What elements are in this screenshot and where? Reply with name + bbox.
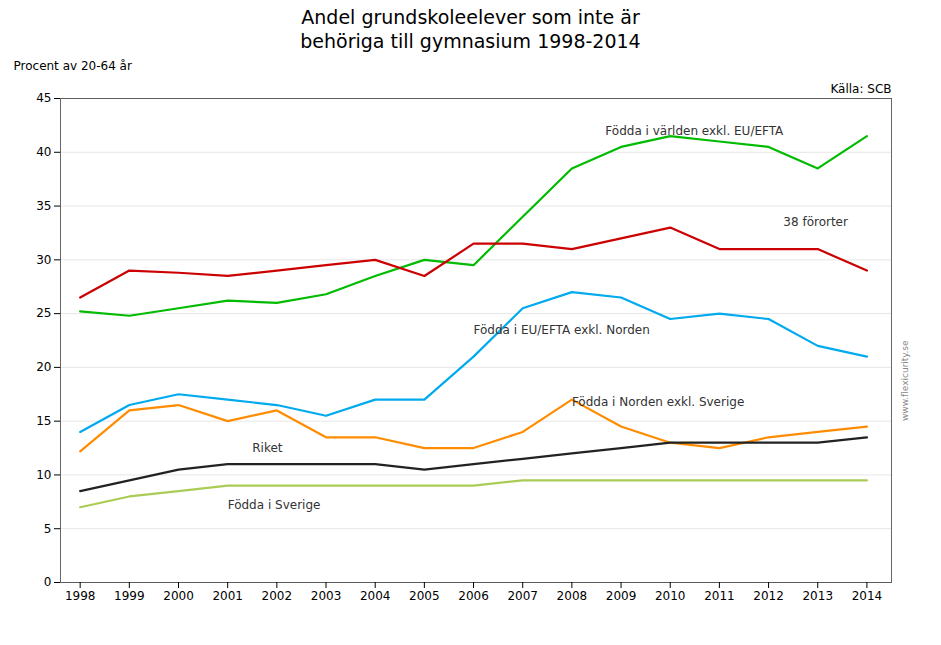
svg-text:10: 10 (36, 467, 51, 481)
svg-text:2000: 2000 (163, 589, 194, 603)
html-text:Andel grundskoleelever som int: Andel grundskoleelever som inte är behör… (300, 6, 641, 52)
svg-text:0: 0 (44, 575, 52, 589)
svg-text:2012: 2012 (753, 589, 784, 603)
svg-text:Källa: SCB: Källa: SCB (830, 82, 891, 96)
svg-text:2011: 2011 (704, 589, 735, 603)
svg-text:Födda i Sverige: Födda i Sverige (228, 497, 321, 511)
svg-text:Födda i EU/EFTA exkl. Norden: Födda i EU/EFTA exkl. Norden (474, 322, 650, 336)
svg-text:Procent av 20-64 år: Procent av 20-64 år (14, 59, 132, 73)
svg-text:35: 35 (36, 198, 51, 212)
svg-text:38 förorter: 38 förorter (783, 215, 848, 229)
svg-text:www.flexicurity.se: www.flexicurity.se (900, 340, 910, 421)
svg-text:2009: 2009 (606, 589, 637, 603)
svg-text:1998: 1998 (65, 589, 96, 603)
svg-text:30: 30 (36, 252, 51, 266)
svg-text:2008: 2008 (557, 589, 588, 603)
svg-text:2006: 2006 (458, 589, 489, 603)
svg-text:2010: 2010 (655, 589, 686, 603)
svg-text:2003: 2003 (311, 589, 342, 603)
svg-text:Födda i världen exkl. EU/EFTA: Födda i världen exkl. EU/EFTA (605, 123, 784, 137)
svg-text:Födda i Norden exkl. Sverige: Födda i Norden exkl. Sverige (572, 394, 744, 408)
svg-text:2005: 2005 (409, 589, 440, 603)
svg-text:40: 40 (36, 145, 51, 159)
svg-text:45: 45 (36, 91, 51, 105)
svg-text:25: 25 (36, 306, 51, 320)
svg-text:20: 20 (36, 360, 51, 374)
svg-text:2007: 2007 (507, 589, 538, 603)
svg-text:1999: 1999 (114, 589, 145, 603)
svg-text:2014: 2014 (852, 589, 883, 603)
svg-text:2002: 2002 (262, 589, 293, 603)
svg-text:2004: 2004 (360, 589, 391, 603)
svg-text:2013: 2013 (802, 589, 833, 603)
svg-text:Riket: Riket (252, 440, 283, 454)
svg-text:15: 15 (36, 414, 51, 428)
svg-text:2001: 2001 (212, 589, 243, 603)
svg-text:5: 5 (44, 521, 52, 535)
